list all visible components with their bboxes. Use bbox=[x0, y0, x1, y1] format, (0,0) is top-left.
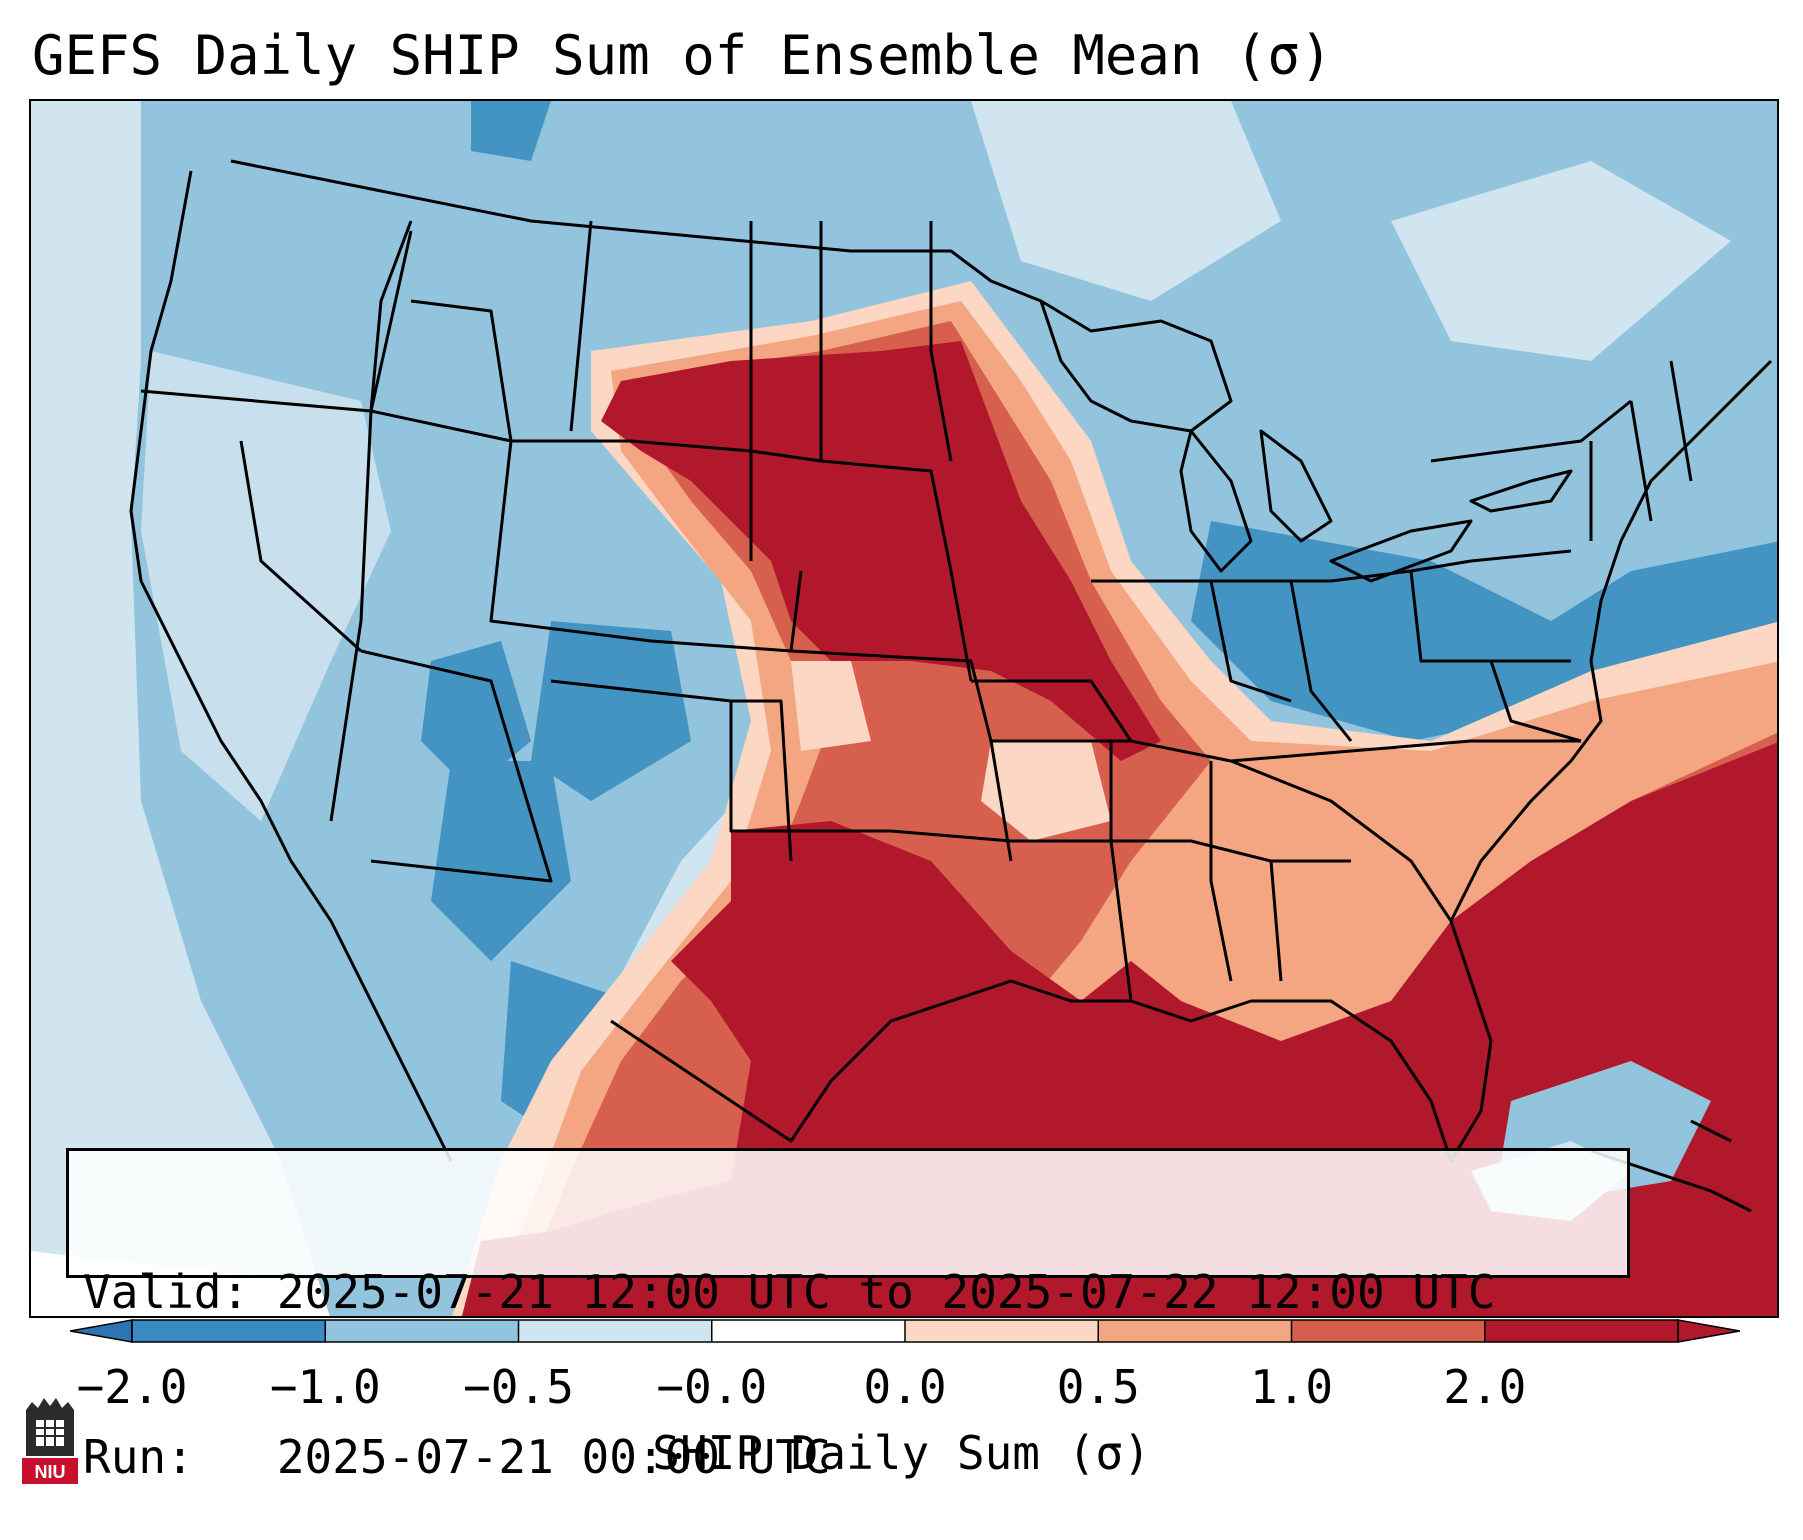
colorbar-segment bbox=[518, 1320, 713, 1342]
light-blue-northeast bbox=[1391, 161, 1731, 361]
niu-logo: NIU bbox=[22, 1398, 78, 1484]
colorbar-segment bbox=[325, 1320, 519, 1342]
colorbar-tick-label: −0.5 bbox=[463, 1360, 574, 1414]
pale-spot-arkansas bbox=[981, 741, 1111, 841]
run-time-line: Run: 2025-07-21 00:00 UTC bbox=[83, 1430, 831, 1484]
colorbar-extend-low bbox=[70, 1319, 133, 1343]
light-blue-canada bbox=[971, 101, 1281, 301]
colorbar-tick-label: −1.0 bbox=[269, 1360, 381, 1414]
dark-blue-ohio-valley bbox=[1191, 521, 1777, 741]
colorbar bbox=[70, 1319, 1740, 1343]
dark-blue-bc bbox=[471, 101, 551, 161]
colorbar-segment bbox=[1484, 1320, 1679, 1342]
dark-blue-utah bbox=[421, 641, 531, 791]
colorbar-segment bbox=[1291, 1320, 1486, 1342]
dark-blue-arizona bbox=[431, 761, 571, 961]
colorbar-segment bbox=[711, 1320, 906, 1342]
colorbar-extend-high bbox=[1677, 1319, 1740, 1343]
logo-text: NIU bbox=[35, 1462, 66, 1482]
colorbar-tick-label: −0.0 bbox=[656, 1360, 768, 1414]
colorbar-tick-label: 1.0 bbox=[1249, 1360, 1334, 1414]
anomaly-map bbox=[31, 101, 1777, 1316]
colorbar-tick-label: 0.0 bbox=[863, 1360, 947, 1414]
colorbar-label: SHIP Daily Sum (σ) bbox=[652, 1426, 1151, 1480]
colorbar-ticks: −2.0 −1.0 −0.5 −0.0 0.0 0.5 1.0 2.0 bbox=[0, 1360, 1803, 1420]
chart-title: GEFS Daily SHIP Sum of Ensemble Mean (σ) bbox=[32, 24, 1333, 87]
info-box: Valid: 2025-07-21 12:00 UTC to 2025-07-2… bbox=[66, 1148, 1630, 1484]
dark-blue-colorado bbox=[531, 621, 691, 801]
colorbar-tick-label: 2.0 bbox=[1443, 1360, 1527, 1414]
pale-spot-kansas bbox=[791, 661, 871, 751]
colorbar-segment bbox=[1098, 1320, 1292, 1342]
colorbar-segment bbox=[905, 1320, 1099, 1342]
map-panel bbox=[29, 99, 1779, 1318]
boundaries bbox=[129, 159, 1773, 1213]
colorbar-tick-label: 0.5 bbox=[1056, 1360, 1140, 1414]
valid-time-line: Valid: 2025-07-21 12:00 UTC to 2025-07-2… bbox=[83, 1265, 1496, 1319]
colorbar-segment bbox=[132, 1320, 326, 1342]
colorbar-tick-label: −2.0 bbox=[76, 1360, 188, 1414]
dark-red-plains bbox=[601, 341, 1161, 761]
